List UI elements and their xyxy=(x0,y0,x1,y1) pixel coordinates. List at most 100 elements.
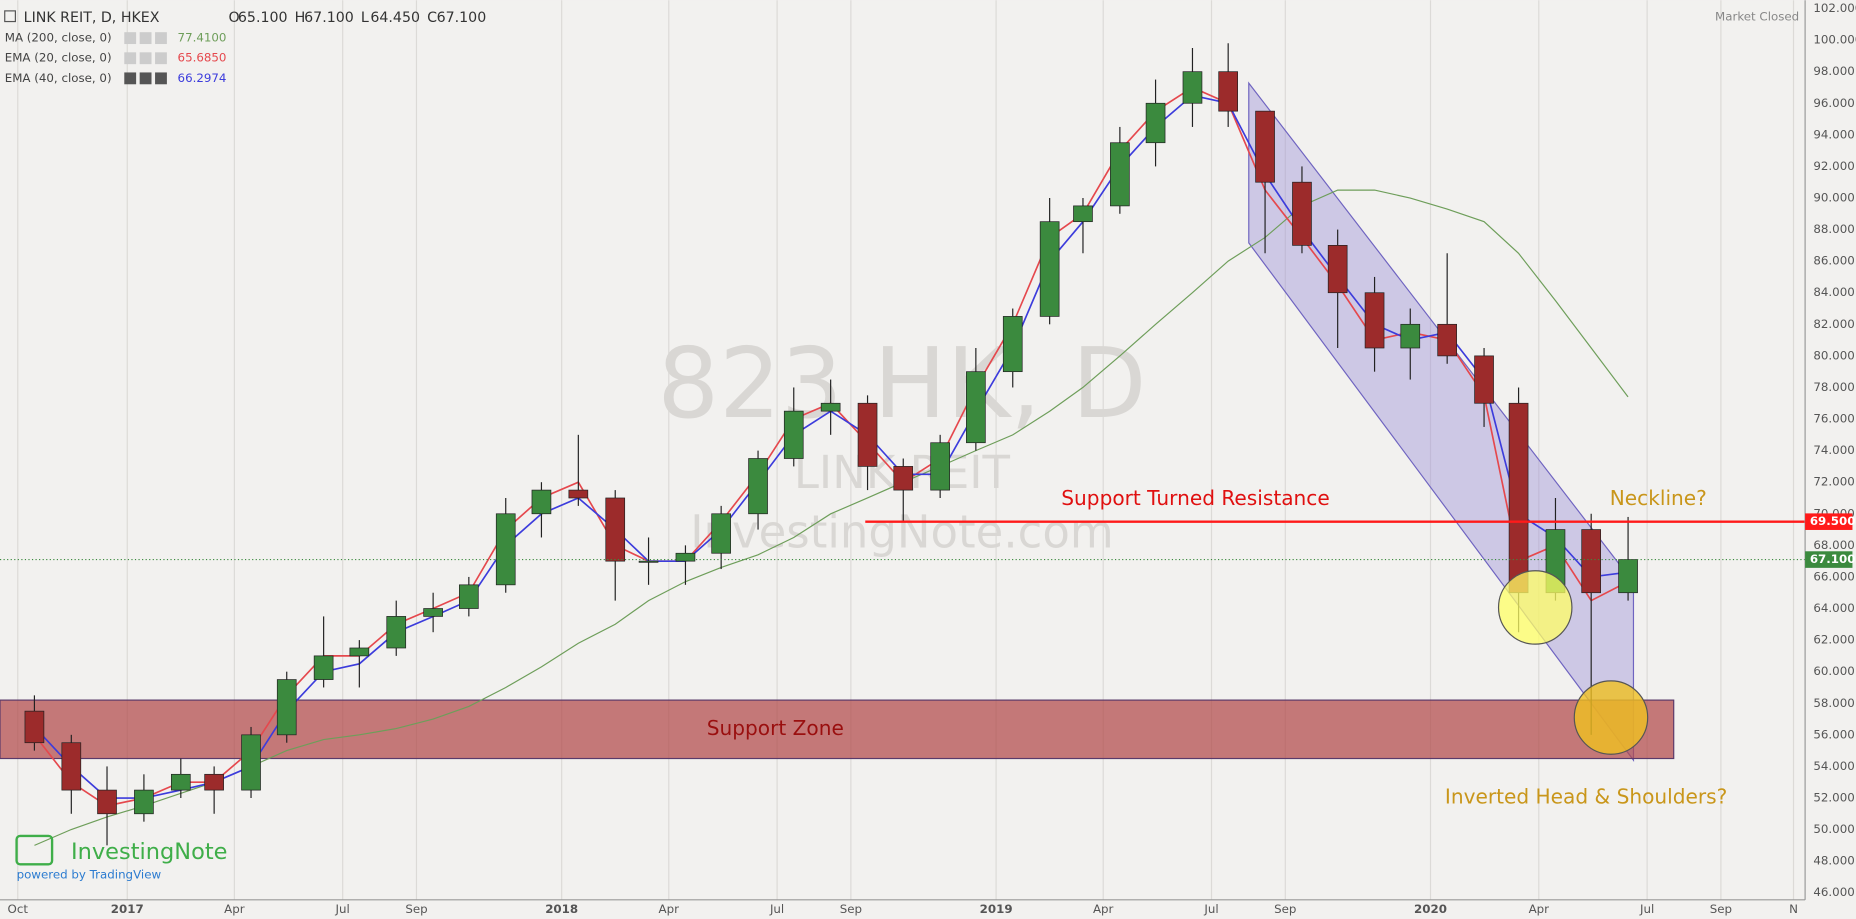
indicator-button[interactable] xyxy=(124,72,137,85)
indicator-button[interactable] xyxy=(124,32,137,45)
candle-body xyxy=(97,789,117,815)
indicator-button[interactable] xyxy=(155,72,167,85)
x-tick-label: Sep xyxy=(1274,902,1296,916)
x-tick-label: Sep xyxy=(840,902,862,916)
candle-body xyxy=(1618,559,1638,594)
candle-body xyxy=(531,489,552,515)
indicator-button[interactable] xyxy=(139,32,152,45)
watermark: 823 HK, D LINK REIT InvestingNote.com xyxy=(657,327,1146,558)
candle-body xyxy=(893,466,914,491)
y-tick-label: 46.000 xyxy=(1813,885,1854,899)
indicator-button[interactable] xyxy=(139,72,152,85)
x-tick-label: Oct xyxy=(8,902,29,916)
candle-body xyxy=(1364,292,1385,349)
indicator-value: 65.6850 xyxy=(178,51,227,65)
ohlc-prefix: L xyxy=(361,10,369,26)
y-tick-label: 80.000 xyxy=(1813,348,1854,362)
indicator-button[interactable] xyxy=(139,52,152,65)
y-tick-label: 58.000 xyxy=(1813,696,1854,710)
candle-body xyxy=(1400,323,1421,349)
y-tick-label: 66.000 xyxy=(1813,569,1854,583)
indicator-value: 77.4100 xyxy=(178,31,227,45)
indicator-button[interactable] xyxy=(124,52,137,65)
y-tick-label: 84.000 xyxy=(1813,285,1854,299)
ohlc-value: 65.100 xyxy=(238,10,288,26)
y-tick-label: 56.000 xyxy=(1813,727,1854,741)
ohlc-value: 64.450 xyxy=(370,10,420,26)
candle-body xyxy=(1110,142,1130,207)
price-tag-label: 67.100 xyxy=(1810,552,1856,566)
y-tick-label: 64.000 xyxy=(1813,601,1854,615)
logo-sub: powered by TradingView xyxy=(17,867,162,881)
candle-body xyxy=(386,616,407,649)
price-tag xyxy=(1805,513,1853,530)
y-tick-label: 92.000 xyxy=(1813,159,1854,173)
y-tick-label: 102.000 xyxy=(1813,1,1856,15)
ohlc-prefix: O xyxy=(228,10,239,26)
y-tick-label: 50.000 xyxy=(1813,822,1854,836)
ohlc-value: 67.100 xyxy=(437,10,487,26)
candle-body xyxy=(313,655,334,680)
candle-body xyxy=(1039,221,1060,317)
y-tick-label: 90.000 xyxy=(1813,190,1854,204)
market-status: Market Closed xyxy=(1715,9,1799,23)
candle-body xyxy=(857,402,878,467)
candle-body xyxy=(1145,102,1166,144)
candle-body xyxy=(495,513,516,586)
candle-body xyxy=(1292,181,1312,246)
watermark-symbol: 823 HK, D xyxy=(657,327,1146,440)
x-tick-label: Jul xyxy=(769,902,784,916)
candle-body xyxy=(966,371,986,444)
ohlc-value: 67.100 xyxy=(304,10,354,26)
candle-body xyxy=(1073,205,1093,223)
price-tag-label: 69.500 xyxy=(1810,514,1856,528)
x-tick-label: 2019 xyxy=(980,902,1013,916)
y-tick-label: 68.000 xyxy=(1813,538,1854,552)
candle-body xyxy=(134,789,154,815)
logo-icon xyxy=(15,834,54,866)
y-tick-label: 98.000 xyxy=(1813,64,1854,78)
candle-body xyxy=(276,679,297,736)
candle-body xyxy=(1581,529,1602,594)
y-tick-label: 52.000 xyxy=(1813,790,1854,804)
collapse-icon[interactable] xyxy=(4,10,16,23)
candle-body xyxy=(1474,355,1494,404)
annotation: Support Turned Resistance xyxy=(1061,486,1329,510)
price-tag xyxy=(1805,551,1853,568)
y-tick-label: 54.000 xyxy=(1813,759,1854,773)
candle-body xyxy=(1218,71,1238,112)
candle-body xyxy=(1327,245,1348,294)
indicator-name: EMA (20, close, 0) xyxy=(5,51,112,65)
indicator-button[interactable] xyxy=(155,32,167,45)
logo: InvestingNote powered by TradingView xyxy=(15,834,227,881)
x-tick-label: Jul xyxy=(335,902,350,916)
y-tick-label: 76.000 xyxy=(1813,412,1854,426)
candle-body xyxy=(783,410,804,459)
x-tick-label: Apr xyxy=(659,902,680,916)
indicator-value: 66.2974 xyxy=(178,71,227,85)
candle-body xyxy=(1182,71,1203,104)
candle-body xyxy=(711,513,731,554)
x-tick-label: 2017 xyxy=(111,902,144,916)
y-tick-label: 62.000 xyxy=(1813,633,1854,647)
candle-body xyxy=(1437,323,1457,357)
x-tick-label: 2018 xyxy=(545,902,578,916)
logo-name: InvestingNote xyxy=(71,839,227,865)
candle-body xyxy=(1255,110,1275,183)
candle-body xyxy=(204,773,224,791)
y-tick-label: 100.000 xyxy=(1813,33,1856,47)
y-tick-label: 86.000 xyxy=(1813,254,1854,268)
ohlc-prefix: H xyxy=(295,10,306,26)
x-tick-label: Jul xyxy=(1639,902,1654,916)
indicator-name: MA (200, close, 0) xyxy=(5,31,112,45)
head-circle xyxy=(1573,680,1649,755)
y-tick-label: 60.000 xyxy=(1813,664,1854,678)
x-tick-label: Sep xyxy=(405,902,427,916)
x-tick-label: 2020 xyxy=(1414,902,1447,916)
x-tick-label: Apr xyxy=(1093,902,1114,916)
candle-body xyxy=(349,647,370,657)
indicator-button[interactable] xyxy=(155,52,167,65)
candle-body xyxy=(459,584,479,609)
